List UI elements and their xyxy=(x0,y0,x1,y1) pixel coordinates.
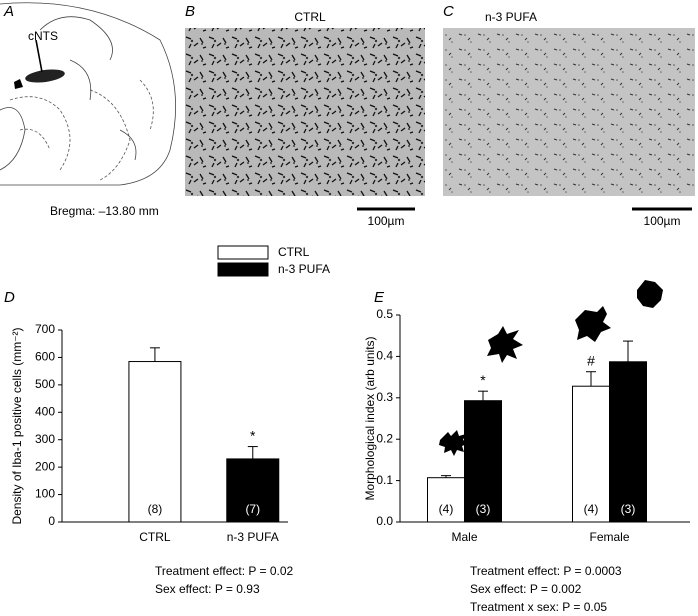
panel-letter: A xyxy=(3,3,14,20)
scale-bar-label: 100µm xyxy=(644,214,681,228)
x-tick-label: n-3 PUFA xyxy=(227,530,279,544)
bar xyxy=(572,385,610,523)
y-tick-label: 200 xyxy=(35,459,55,473)
microglia-silhouettes xyxy=(439,280,663,456)
n-label: (4) xyxy=(439,502,454,516)
bar xyxy=(226,458,280,523)
stats-text: Sex effect: P = 0.002 xyxy=(470,582,582,596)
significance-marker: * xyxy=(250,427,256,443)
stats-text: Sex effect: P = 0.93 xyxy=(155,582,260,596)
significance-marker: # xyxy=(587,352,595,368)
legend-swatch xyxy=(217,262,269,277)
y-tick-label: 400 xyxy=(35,404,55,418)
significance-marker: * xyxy=(480,372,486,388)
legend-label: CTRL xyxy=(278,245,310,259)
x-tick-label: Female xyxy=(589,530,629,544)
n-label: (8) xyxy=(148,502,163,516)
legend-label: n-3 PUFA xyxy=(278,262,330,276)
bregma-label: Bregma: –13.80 mm xyxy=(50,204,159,218)
y-axis-label: Density of Iba-1 positive cells (mm⁻²) xyxy=(10,327,24,524)
y-tick-label: 0.0 xyxy=(376,514,393,528)
y-tick-label: 0.3 xyxy=(376,390,393,404)
y-tick-label: 600 xyxy=(35,350,55,364)
y-tick-label: 700 xyxy=(35,322,55,336)
stats-text: Treatment x sex: P = 0.05 xyxy=(470,600,607,614)
panel-letter: D xyxy=(4,289,15,306)
y-tick-label: 0 xyxy=(48,514,55,528)
micrograph xyxy=(443,28,695,196)
x-tick-label: Male xyxy=(451,530,477,544)
y-tick-label: 0.4 xyxy=(376,349,393,363)
bar xyxy=(609,361,647,523)
n-label: (4) xyxy=(584,502,599,516)
legend-swatch xyxy=(217,245,269,260)
scale-bar-label: 100µm xyxy=(368,214,405,228)
panel-letter: E xyxy=(374,289,385,306)
panel-title: n-3 PUFA xyxy=(485,10,537,24)
stats-text: Treatment effect: P = 0.02 xyxy=(155,564,294,578)
n-label: (3) xyxy=(476,502,491,516)
n-label: (7) xyxy=(245,502,260,516)
y-tick-label: 0.1 xyxy=(376,473,393,487)
y-tick-label: 500 xyxy=(35,377,55,391)
panel-letter: B xyxy=(185,3,195,20)
bar xyxy=(128,361,182,523)
x-tick-label: CTRL xyxy=(139,530,171,544)
y-tick-label: 0.2 xyxy=(376,431,393,445)
atlas-drawing xyxy=(0,2,177,186)
panel-letter: C xyxy=(443,3,454,20)
y-tick-label: 0.5 xyxy=(376,307,393,321)
structure-label: cNTS xyxy=(28,29,58,43)
n-label: (3) xyxy=(621,502,636,516)
stats-text: Treatment effect: P = 0.0003 xyxy=(470,564,622,578)
micrograph xyxy=(185,28,425,196)
y-tick-label: 300 xyxy=(35,432,55,446)
y-tick-label: 100 xyxy=(35,487,55,501)
y-axis-label: Morphological index (arb units) xyxy=(363,336,377,500)
bar xyxy=(427,477,465,523)
panel-title: CTRL xyxy=(294,10,326,24)
